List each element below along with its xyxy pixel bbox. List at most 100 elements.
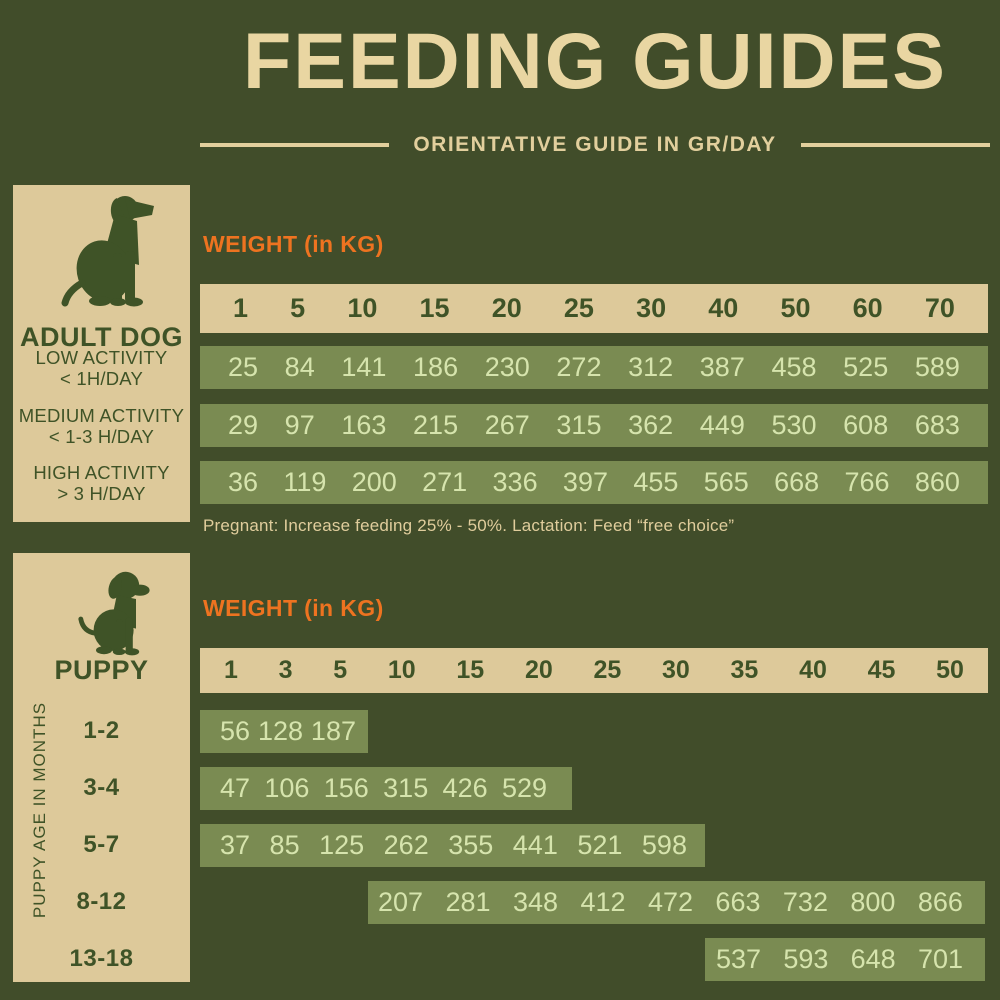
puppy-row-1-2: 56 128 187: [200, 710, 368, 753]
feeding-value-cell: 315: [556, 410, 602, 440]
adult-weight-header-row: 1 5 10 15 20 25 30 40 50 60 70: [200, 284, 988, 333]
weight-header-cell: 25: [563, 293, 594, 323]
feeding-value-cell: 141: [341, 352, 387, 382]
weight-header-cell: 5: [333, 656, 348, 684]
feeding-value-cell: 37: [220, 830, 251, 860]
puppy-age-label-5-7: 5-7: [83, 831, 120, 858]
puppy-panel: PUPPY PUPPY AGE IN MONTHS 1-2 3-4 5-7 8-…: [13, 553, 190, 982]
weight-header-cell: 30: [662, 656, 690, 684]
weight-header-cell: 50: [780, 293, 811, 323]
feeding-value-cell: 397: [562, 467, 608, 497]
adult-panel-title: ADULT DOG: [20, 322, 183, 352]
weight-header-cell: 15: [456, 656, 485, 684]
feeding-value-cell: 312: [628, 352, 674, 382]
feeding-value-cell: 230: [484, 352, 530, 382]
feeding-value-cell: 866: [917, 887, 963, 917]
feeding-value-cell: 125: [319, 830, 365, 860]
puppy-panel-title: PUPPY: [54, 655, 149, 685]
weight-header-cell: 35: [730, 656, 759, 684]
feeding-value-cell: 215: [413, 410, 459, 440]
puppy-weight-axis-label: WEIGHT (in KG): [203, 595, 384, 621]
feeding-value-cell: 683: [914, 410, 960, 440]
weight-header-cell: 60: [852, 293, 883, 323]
feeding-value-cell: 608: [843, 410, 889, 440]
adult-activity-label-low: LOW ACTIVITY < 1H/DAY: [35, 347, 168, 389]
feeding-value-cell: 200: [351, 467, 397, 497]
page-title: FEEDING GUIDES: [243, 16, 947, 105]
puppy-age-label-13-18: 13-18: [69, 945, 134, 972]
feeding-value-cell: 25: [228, 352, 259, 382]
feeding-value-cell: 97: [284, 410, 315, 440]
weight-header-cell: 20: [524, 656, 553, 684]
weight-header-cell: 40: [708, 293, 739, 323]
feeding-value-cell: 701: [917, 944, 963, 974]
feeding-value-cell: 565: [703, 467, 749, 497]
feeding-value-cell: 262: [383, 830, 429, 860]
puppy-weight-header-row: 1 3 5 10 15 20 25 30 35 40 45 50: [200, 648, 988, 693]
puppy-row-3-4: 47 106 156 315 426 529: [200, 767, 572, 810]
feeding-value-cell: 36: [228, 467, 259, 497]
weight-header-cell: 15: [419, 293, 450, 323]
feeding-value-cell: 47: [220, 773, 251, 803]
weight-header-cell: 50: [936, 656, 964, 684]
feeding-value-cell: 800: [850, 887, 896, 917]
weight-header-cell: 10: [387, 656, 416, 684]
puppy-row-13-18: 537 593 648 701: [705, 938, 985, 981]
feeding-value-cell: 84: [284, 352, 315, 382]
weight-header-cell: 70: [924, 293, 955, 323]
feeding-value-cell: 521: [577, 830, 623, 860]
feeding-value-cell: 663: [715, 887, 761, 917]
feeding-value-cell: 281: [445, 887, 491, 917]
weight-header-cell: 25: [593, 656, 622, 684]
feeding-value-cell: 648: [850, 944, 896, 974]
feeding-value-cell: 187: [310, 716, 356, 746]
feeding-value-cell: 186: [413, 352, 459, 382]
feeding-value-cell: 525: [843, 352, 889, 382]
feeding-value-cell: 449: [699, 410, 745, 440]
puppy-row-8-12: 207 281 348 412 472 663 732 800 866: [368, 881, 985, 924]
puppy-age-label-3-4: 3-4: [83, 774, 120, 801]
feeding-value-cell: 272: [556, 352, 602, 382]
weight-header-cell: 1: [233, 293, 249, 323]
weight-header-cell: 40: [799, 656, 827, 684]
feeding-value-cell: 56: [220, 716, 251, 746]
adult-weight-axis-label: WEIGHT (in KG): [203, 231, 384, 257]
adult-dog-panel: ADULT DOG LOW ACTIVITY < 1H/DAY MEDIUM A…: [13, 185, 190, 522]
weight-header-cell: 20: [491, 293, 522, 323]
feeding-value-cell: 732: [782, 887, 828, 917]
weight-header-cell: 10: [347, 293, 378, 323]
feeding-value-cell: 315: [383, 773, 429, 803]
feeding-value-cell: 412: [580, 887, 626, 917]
poster-header: FEEDING GUIDES: [200, 16, 990, 105]
feeding-value-cell: 271: [422, 467, 468, 497]
feeding-value-cell: 267: [484, 410, 530, 440]
feeding-value-cell: 589: [914, 352, 960, 382]
feeding-value-cell: 668: [774, 467, 820, 497]
feeding-value-cell: 85: [269, 830, 300, 860]
feeding-value-cell: 362: [628, 410, 674, 440]
puppy-icon: [78, 571, 150, 656]
feeding-value-cell: 530: [771, 410, 817, 440]
feeding-value-cell: 128: [257, 716, 304, 746]
feeding-value-cell: 593: [783, 944, 829, 974]
page-subtitle: ORIENTATIVE GUIDE IN GR/DAY: [413, 133, 777, 156]
adult-activity-label-high: HIGH ACTIVITY > 3 H/DAY: [33, 462, 170, 504]
weight-header-cell: 30: [636, 293, 667, 323]
feeding-value-cell: 529: [501, 773, 547, 803]
feeding-value-cell: 29: [228, 410, 259, 440]
adult-row-low-activity: 25 84 141 186 230 272 312 387 458 525 589: [200, 346, 988, 389]
feeding-value-cell: 458: [771, 352, 817, 382]
feeding-value-cell: 455: [633, 467, 679, 497]
feeding-value-cell: 598: [641, 830, 687, 860]
feeding-value-cell: 163: [341, 410, 387, 440]
weight-header-cell: 3: [278, 656, 293, 684]
feeding-value-cell: 441: [512, 830, 558, 860]
subtitle-left-rule: [200, 143, 390, 147]
feeding-value-cell: 336: [492, 467, 538, 497]
feeding-value-cell: 472: [647, 887, 693, 917]
feeding-value-cell: 106: [264, 773, 310, 803]
puppy-age-label-8-12: 8-12: [76, 888, 127, 915]
feeding-value-cell: 156: [323, 773, 369, 803]
puppy-row-5-7: 37 85 125 262 355 441 521 598: [200, 824, 705, 867]
